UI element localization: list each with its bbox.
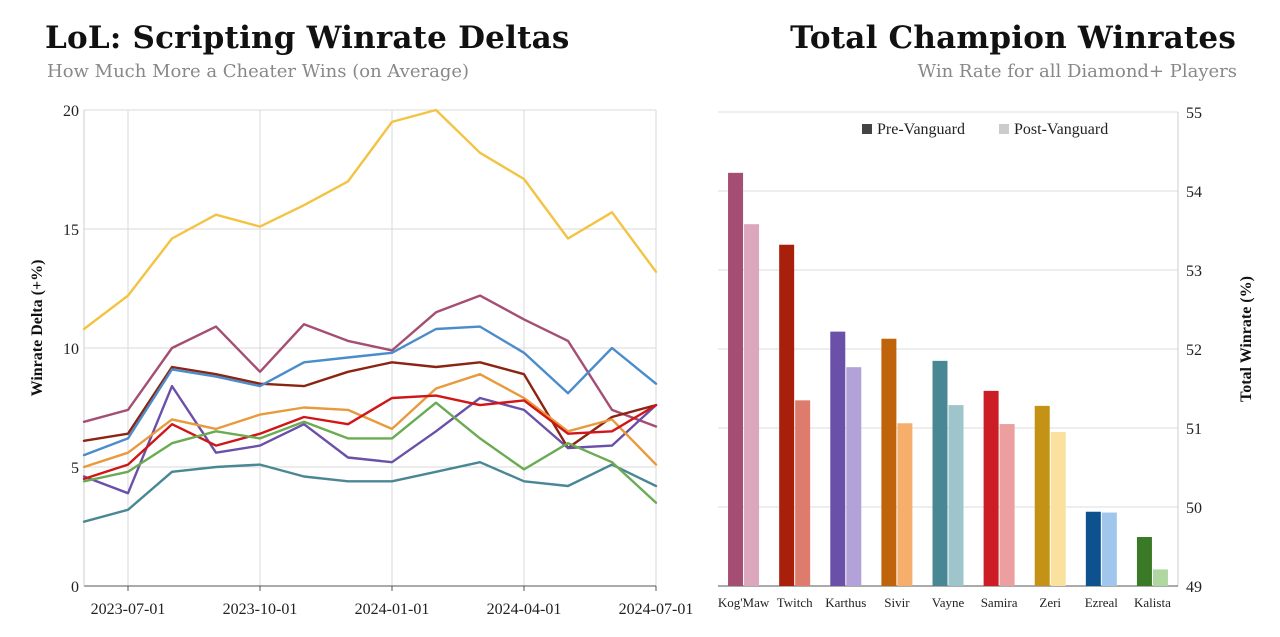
bar-karthus-pre-vanguard — [830, 331, 846, 586]
line-chart-x-tick-label: 2023-10-01 — [223, 601, 298, 618]
line-series-twitch — [82, 361, 658, 450]
bar-twitch-post-vanguard — [795, 400, 811, 586]
line-chart-x-tick-label: 2024-01-01 — [355, 601, 430, 618]
bar-ezreal-post-vanguard — [1101, 512, 1117, 586]
bar-chart-y-tick-label: 51 — [1186, 421, 1202, 438]
bar-zeri-post-vanguard — [1050, 431, 1066, 586]
line-chart-x-tick-label: 2024-07-01 — [619, 601, 694, 618]
bar-twitch-pre-vanguard — [779, 244, 795, 586]
bar-chart-x-tick-label: Samira — [981, 595, 1018, 610]
bar-sivir-post-vanguard — [897, 423, 913, 586]
bar-samira-pre-vanguard — [983, 390, 999, 586]
bar-chart-x-tick-label: Twitch — [777, 595, 813, 610]
bar-samira-post-vanguard — [999, 424, 1015, 586]
bar-vayne-post-vanguard — [948, 405, 964, 586]
line-chart-y-axis-label: Winrate Delta (+%) — [29, 260, 46, 397]
bar-chart-y-tick-label: 52 — [1186, 342, 1202, 359]
line-series-kalista — [82, 401, 658, 504]
line-series-ezreal — [82, 325, 658, 457]
line-series-karthus — [82, 384, 658, 495]
line-chart-y-tick-label: 15 — [63, 222, 79, 239]
line-series-vayne — [82, 461, 658, 523]
bar-chart-x-tick-label: Zeri — [1039, 595, 1061, 610]
line-chart-x-tick-label: 2023-07-01 — [91, 601, 166, 618]
bar-legend-label-post-vanguard: Post-Vanguard — [1014, 121, 1108, 138]
bar-karthus-post-vanguard — [846, 367, 862, 586]
bar-legend-label-pre-vanguard: Pre-Vanguard — [877, 121, 965, 138]
bar-ezreal-pre-vanguard — [1085, 511, 1101, 586]
line-series-samira — [82, 394, 658, 481]
bar-chart-x-tick-label: Kalista — [1134, 595, 1171, 610]
line-chart-y-tick-label: 5 — [71, 460, 79, 477]
bar-chart-x-tick-label: Sivir — [884, 595, 910, 610]
bar-kalista-post-vanguard — [1152, 569, 1168, 586]
line-chart-x-tick-label: 2024-04-01 — [487, 601, 562, 618]
bar-kog-maw-pre-vanguard — [728, 172, 744, 586]
bar-chart-subtitle: Win Rate for all Diamond+ Players — [917, 61, 1237, 82]
bar-vayne-pre-vanguard — [932, 360, 948, 586]
bar-chart-x-tick-label: Karthus — [825, 595, 866, 610]
bar-kalista-pre-vanguard — [1136, 537, 1152, 586]
bar-chart-y-axis-label: Total Winrate (%) — [1238, 276, 1255, 402]
bar-chart-y-tick-label: 49 — [1186, 579, 1202, 596]
bar-legend-swatch-post-vanguard — [999, 124, 1009, 134]
line-chart-subtitle: How Much More a Cheater Wins (on Average… — [47, 61, 470, 82]
line-chart-y-tick-label: 10 — [63, 341, 79, 358]
bar-sivir-pre-vanguard — [881, 338, 897, 586]
bar-chart-y-tick-label: 53 — [1186, 263, 1202, 280]
bar-chart-x-tick-label: Kog'Maw — [718, 595, 770, 610]
line-chart-title: LoL: Scripting Winrate Deltas — [45, 20, 570, 56]
line-series-sivir — [82, 373, 658, 469]
bar-kog-maw-post-vanguard — [744, 224, 760, 586]
line-chart-y-tick-label: 20 — [63, 103, 79, 120]
bar-chart-x-tick-label: Ezreal — [1085, 595, 1119, 610]
bar-chart-title: Total Champion Winrates — [790, 20, 1236, 56]
line-chart-y-tick-label: 0 — [71, 579, 79, 596]
bar-chart-y-tick-label: 54 — [1186, 184, 1202, 201]
line-series-zeri — [82, 108, 658, 331]
bar-legend-swatch-pre-vanguard — [862, 124, 872, 134]
bar-chart-y-tick-label: 55 — [1186, 105, 1202, 122]
bar-zeri-pre-vanguard — [1034, 405, 1050, 586]
bar-chart-y-tick-label: 50 — [1186, 500, 1202, 517]
bar-chart-x-tick-label: Vayne — [932, 595, 965, 610]
line-series-kog-maw — [82, 294, 658, 428]
